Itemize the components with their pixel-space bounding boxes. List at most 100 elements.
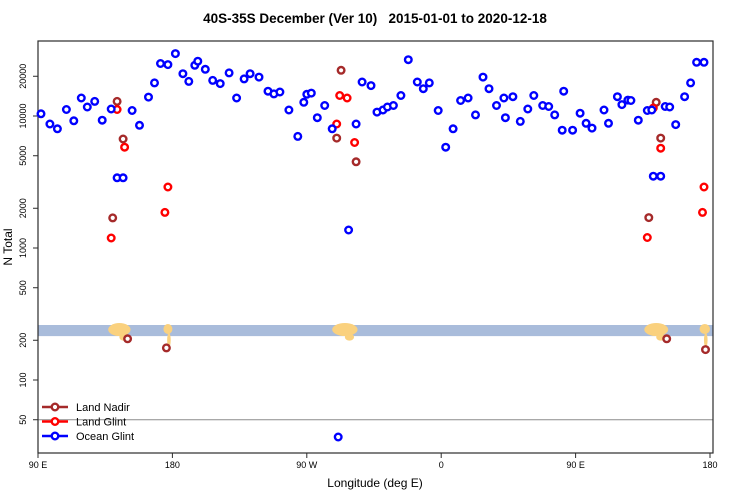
data-point bbox=[350, 137, 360, 147]
data-point bbox=[396, 90, 406, 100]
data-point bbox=[320, 100, 330, 110]
data-point bbox=[648, 171, 658, 181]
data-point bbox=[163, 182, 173, 192]
data-point bbox=[306, 88, 316, 98]
data-point bbox=[170, 49, 180, 59]
series-land-nadir bbox=[108, 65, 711, 355]
data-point bbox=[118, 134, 128, 144]
land-blob-new-zealand-wrap bbox=[699, 324, 710, 335]
data-point bbox=[357, 77, 367, 87]
data-point bbox=[327, 124, 337, 134]
legend-marker-circle bbox=[50, 417, 60, 427]
data-point bbox=[484, 84, 494, 94]
data-point bbox=[344, 225, 354, 235]
data-point bbox=[224, 68, 234, 78]
latitude-band-layer bbox=[38, 323, 713, 348]
data-point bbox=[559, 86, 569, 96]
data-point bbox=[642, 232, 652, 242]
data-points-layer bbox=[36, 49, 711, 442]
data-point bbox=[656, 133, 666, 143]
plot-border bbox=[37, 40, 714, 454]
data-point bbox=[239, 74, 249, 84]
data-point bbox=[155, 59, 165, 69]
y-tick-label: 50 bbox=[18, 415, 28, 425]
data-point bbox=[463, 93, 473, 103]
data-point bbox=[118, 173, 128, 183]
data-point bbox=[478, 72, 488, 82]
data-point bbox=[106, 233, 116, 243]
ocean-band bbox=[38, 325, 713, 337]
data-point bbox=[418, 84, 428, 94]
data-point bbox=[492, 100, 502, 110]
y-axis-title: N Total bbox=[1, 228, 15, 265]
data-point bbox=[500, 113, 510, 123]
data-point bbox=[61, 104, 71, 114]
data-point bbox=[686, 78, 696, 88]
data-point bbox=[106, 104, 116, 114]
data-point bbox=[215, 79, 225, 89]
y-tick-label: 200 bbox=[18, 333, 28, 348]
data-point bbox=[647, 105, 657, 115]
y-tick-label: 2000 bbox=[18, 198, 28, 218]
y-tick-label: 20000 bbox=[18, 64, 28, 89]
data-point bbox=[97, 115, 107, 125]
data-point bbox=[299, 97, 309, 107]
legend-marker-circle bbox=[50, 431, 60, 441]
data-point bbox=[388, 100, 398, 110]
data-point bbox=[557, 125, 567, 135]
data-point bbox=[617, 100, 627, 110]
data-point bbox=[163, 60, 173, 70]
x-tick-label: 180 bbox=[702, 460, 717, 470]
data-point bbox=[161, 343, 171, 353]
data-point bbox=[208, 75, 218, 85]
series-ocean-glint bbox=[36, 49, 709, 442]
y-tick-label: 100 bbox=[18, 372, 28, 387]
land-blob-australia bbox=[108, 323, 131, 337]
data-point bbox=[90, 96, 100, 106]
data-point bbox=[127, 105, 137, 115]
data-point bbox=[275, 87, 285, 97]
data-point bbox=[36, 109, 46, 119]
data-point bbox=[544, 101, 554, 111]
x-tick-label: 180 bbox=[165, 460, 180, 470]
data-point bbox=[656, 143, 666, 153]
land-blob-south-america-south bbox=[344, 333, 355, 341]
x-tick-label: 0 bbox=[439, 460, 444, 470]
data-point bbox=[656, 171, 666, 181]
data-point bbox=[82, 102, 92, 112]
data-point bbox=[612, 92, 622, 102]
data-point bbox=[471, 110, 481, 120]
chart-title: 40S-35S December (Ver 10) 2015-01-01 to … bbox=[203, 11, 547, 26]
data-point bbox=[184, 76, 194, 86]
data-point bbox=[604, 118, 614, 128]
data-point bbox=[508, 92, 518, 102]
data-point bbox=[701, 345, 711, 355]
data-point bbox=[160, 207, 170, 217]
data-point bbox=[134, 120, 144, 130]
data-point bbox=[335, 90, 345, 100]
data-point bbox=[69, 116, 79, 126]
legend-marker-circle bbox=[50, 402, 60, 412]
data-point bbox=[599, 105, 609, 115]
land-blob-australia-wrap bbox=[644, 323, 669, 337]
data-point bbox=[587, 123, 597, 133]
y-tick-label: 1000 bbox=[18, 238, 28, 258]
y-tick-label: 5000 bbox=[18, 146, 28, 166]
data-point bbox=[699, 57, 709, 67]
data-point bbox=[633, 115, 643, 125]
data-point bbox=[333, 432, 343, 442]
data-point bbox=[412, 77, 422, 87]
land-blob-south-america bbox=[332, 323, 358, 337]
legend-label: Land Glint bbox=[76, 417, 126, 429]
x-axis-ticks: 90 E 180 90 W 0 90 E 180 bbox=[29, 453, 718, 470]
data-point bbox=[644, 213, 654, 223]
y-tick-label: 500 bbox=[18, 280, 28, 295]
data-point bbox=[178, 69, 188, 79]
data-point bbox=[515, 116, 525, 126]
data-point bbox=[699, 182, 709, 192]
land-blob-new-zealand bbox=[163, 324, 173, 335]
data-point bbox=[550, 110, 560, 120]
data-point bbox=[120, 142, 130, 152]
data-point bbox=[45, 119, 55, 129]
data-point bbox=[112, 96, 122, 106]
